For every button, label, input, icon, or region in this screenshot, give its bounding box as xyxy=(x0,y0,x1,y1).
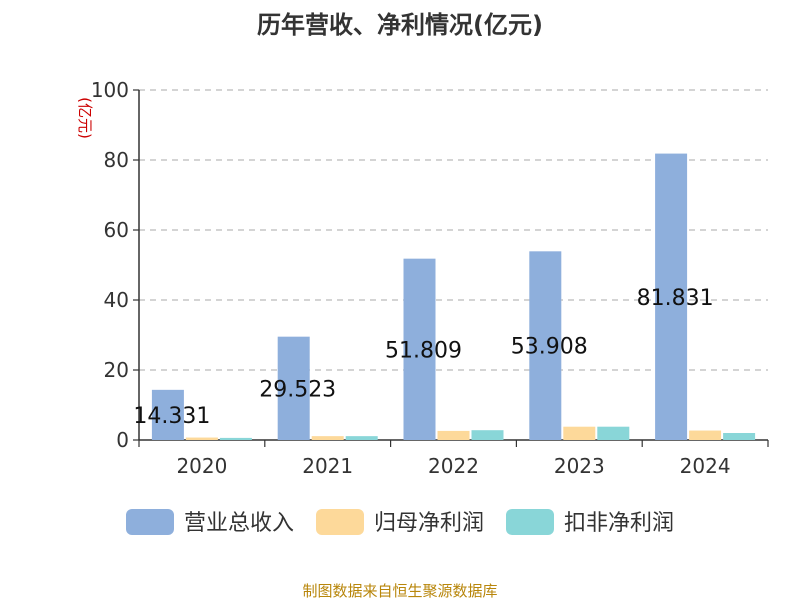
bar-2-2021 xyxy=(311,436,344,440)
bar-2-2023 xyxy=(563,426,596,440)
data-label: 29.523 xyxy=(259,377,336,402)
x-tick-label: 2023 xyxy=(554,454,605,478)
x-tick-label: 2024 xyxy=(680,454,731,478)
y-tick-label: 40 xyxy=(104,288,129,312)
data-label: 51.809 xyxy=(385,338,462,363)
data-label: 14.331 xyxy=(133,404,210,429)
y-axis-label: (亿元) xyxy=(76,97,94,139)
bar-1-2023 xyxy=(529,251,562,440)
bars xyxy=(151,153,756,441)
data-source-note: 制图数据来自恒生聚源数据库 xyxy=(302,582,497,600)
legend: 营业总收入 归母净利润 扣非净利润 xyxy=(126,509,674,536)
bar-2-2022 xyxy=(437,430,470,440)
legend-label: 营业总收入 xyxy=(184,511,294,536)
bar-1-2024 xyxy=(655,153,688,441)
legend-label: 扣非净利润 xyxy=(564,511,674,536)
legend-swatch xyxy=(126,509,174,535)
data-labels: 14.331 29.523 51.809 53.908 81.831 xyxy=(133,286,713,429)
y-tick-label: 100 xyxy=(91,78,129,102)
x-tick-label: 2021 xyxy=(302,454,353,478)
data-label: 81.831 xyxy=(637,286,714,311)
bar-3-2022 xyxy=(471,430,504,440)
bar-1-2021 xyxy=(277,336,310,440)
bar-1-2020 xyxy=(151,389,184,440)
y-tick-label: 20 xyxy=(104,358,129,382)
legend-item[interactable]: 扣非净利润 xyxy=(506,509,674,536)
bar-3-2020 xyxy=(219,437,252,440)
bar-3-2024 xyxy=(723,433,756,440)
bar-3-2023 xyxy=(597,426,630,440)
y-tick-label: 60 xyxy=(104,218,129,242)
legend-item[interactable]: 归母净利润 xyxy=(316,509,484,536)
y-tick-label: 80 xyxy=(104,148,129,172)
legend-swatch xyxy=(506,509,554,535)
y-tick-label: 0 xyxy=(116,428,129,452)
bar-2-2024 xyxy=(689,430,722,440)
legend-swatch xyxy=(316,509,364,535)
legend-label: 归母净利润 xyxy=(374,511,484,536)
x-tick-label: 2020 xyxy=(176,454,227,478)
grid-lines xyxy=(139,89,768,371)
data-label: 53.908 xyxy=(511,335,588,360)
x-tick-label: 2022 xyxy=(428,454,479,478)
chart-title: 历年营收、净利情况(亿元) xyxy=(257,11,543,39)
bar-3-2021 xyxy=(345,436,378,440)
bar-1-2022 xyxy=(403,258,436,440)
legend-item[interactable]: 营业总收入 xyxy=(126,509,294,536)
bar-2-2020 xyxy=(185,437,218,440)
